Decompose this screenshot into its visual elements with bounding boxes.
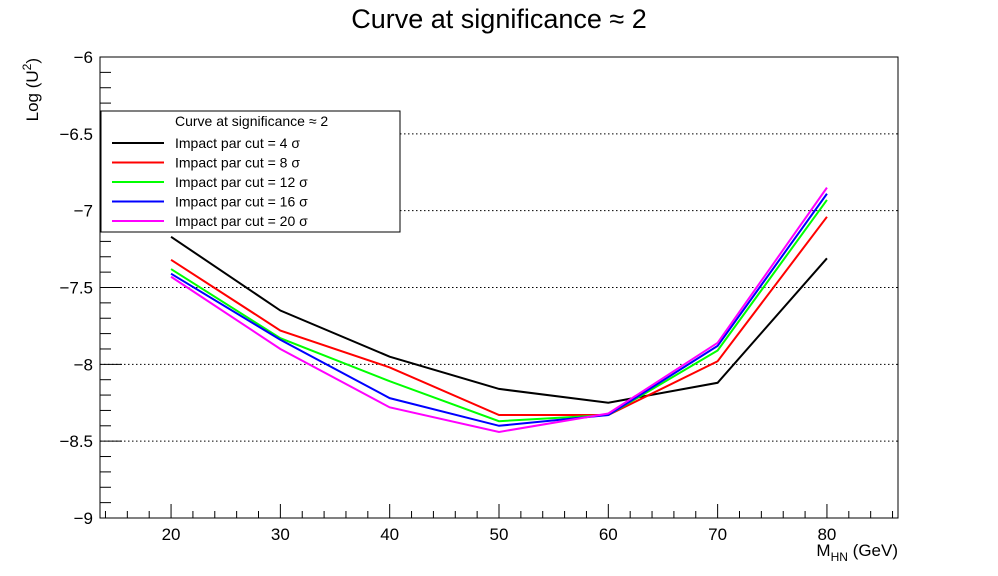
chart-title: Curve at significance ≈ 2 <box>351 4 646 34</box>
legend-label-4: Impact par cut = 16 σ <box>175 194 308 210</box>
y-axis-title: Log (U2) <box>20 58 42 121</box>
y-tick-label: −8.5 <box>59 432 93 451</box>
legend-label-2: Impact par cut = 8 σ <box>175 155 300 171</box>
legend-label-1: Impact par cut = 4 σ <box>175 135 300 151</box>
y-tick-label: −9 <box>74 509 93 528</box>
legend-title: Curve at significance ≈ 2 <box>175 113 328 129</box>
legend: Curve at significance ≈ 2 Impact par cut… <box>100 110 401 233</box>
y-axis-title-sup: 2 <box>20 63 34 70</box>
y-tick-label: −6.5 <box>59 125 93 144</box>
legend-entries: Impact par cut = 4 σ Impact par cut = 8 σ… <box>112 135 308 229</box>
legend-box <box>100 110 401 233</box>
x-axis-title-main: M <box>816 541 830 560</box>
legend-label-3: Impact par cut = 12 σ <box>175 174 308 190</box>
x-tick-label: 70 <box>708 525 727 544</box>
axis-ticks: −9 −8.5 −8 −7.5 −7 −6.5 −6 20 30 40 50 60 70 80 <box>59 48 894 544</box>
x-tick-label: 40 <box>380 525 399 544</box>
x-tick-label: 60 <box>599 525 618 544</box>
series-line-3 <box>170 199 828 423</box>
y-tick-label: −6 <box>74 48 93 67</box>
y-axis-title-main: Log (U <box>23 70 42 121</box>
y-axis-title-close: ) <box>23 58 42 64</box>
x-axis-title-sub: HN <box>831 550 848 564</box>
y-tick-label: −7 <box>74 202 93 221</box>
x-tick-label: 50 <box>490 525 509 544</box>
series-group <box>170 187 828 433</box>
legend-label-5: Impact par cut = 20 σ <box>175 213 308 229</box>
series-line-4 <box>170 193 828 427</box>
x-tick-label: 30 <box>271 525 290 544</box>
x-axis-title-unit: (GeV) <box>848 541 898 560</box>
y-tick-label: −7.5 <box>59 279 93 298</box>
series-line-2 <box>170 216 828 417</box>
y-tick-label: −8 <box>74 355 93 374</box>
series-line-5 <box>170 187 828 433</box>
series-line-1 <box>170 235 828 404</box>
x-axis-title: MHN (GeV) <box>816 541 898 564</box>
x-tick-label: 20 <box>162 525 181 544</box>
x-tick-label: 80 <box>817 525 836 544</box>
